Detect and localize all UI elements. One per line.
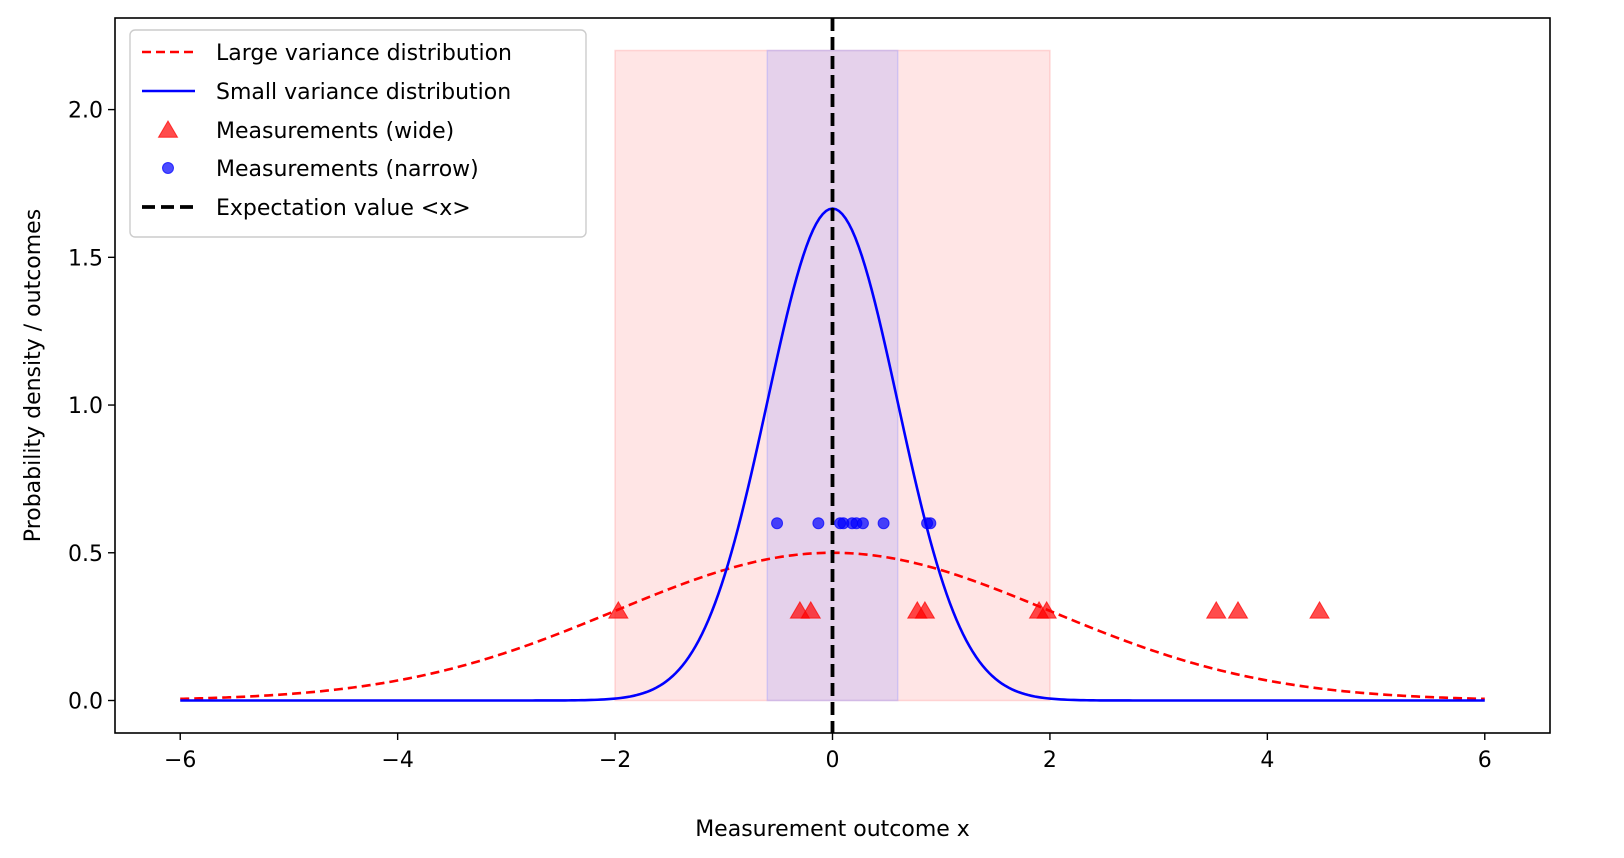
y-axis-label: Probability density / outcomes: [21, 209, 46, 542]
y-tick-label: 1.0: [68, 394, 103, 419]
wide-measurement-point: [914, 600, 936, 619]
y-tick-label: 0.0: [68, 690, 103, 715]
narrow-measurement-point: [771, 517, 784, 530]
wide-measurement-point: [1036, 600, 1058, 619]
legend-label: Expectation value <x>: [216, 196, 471, 221]
legend-box: [129, 29, 587, 238]
legend-swatch: [157, 120, 179, 138]
scatter-points: [607, 517, 1330, 619]
x-axis-ticks: −6 −4 −2 0 2 4 6: [164, 733, 1492, 773]
legend-entry: Measurements (narrow): [162, 157, 479, 182]
narrow-measurement-point: [812, 517, 825, 530]
legend-swatch: [162, 162, 174, 174]
narrow-measurement-point: [856, 517, 869, 530]
legend-label: Measurements (wide): [216, 119, 454, 144]
wide-measurement-point: [800, 600, 822, 619]
shaded-regions: [614, 49, 1051, 702]
legend-label: Large variance distribution: [216, 41, 512, 66]
y-tick-label: 0.5: [68, 542, 103, 567]
wide-measurement-point: [1227, 600, 1249, 619]
legend-entry: Measurements (wide): [157, 119, 454, 144]
wide-measurement-point: [1205, 600, 1227, 619]
wide-measurement-point: [1309, 600, 1330, 619]
narrow-measurement-point: [877, 517, 890, 530]
x-tick-label: −4: [381, 748, 413, 773]
legend-label: Measurements (narrow): [216, 157, 479, 182]
x-tick-label: 4: [1260, 748, 1274, 773]
wide-measurement-point: [607, 600, 629, 619]
legend-label: Small variance distribution: [216, 80, 511, 105]
x-tick-label: −2: [599, 748, 631, 773]
x-tick-label: 2: [1043, 748, 1057, 773]
shaded-region-2: [766, 49, 899, 702]
legend-entry: Expectation value <x>: [142, 196, 471, 221]
x-tick-label: 0: [826, 748, 840, 773]
narrow-measurement-point: [924, 517, 937, 530]
x-tick-label: 6: [1478, 748, 1492, 773]
x-tick-label: −6: [164, 748, 196, 773]
y-tick-label: 1.5: [68, 246, 103, 271]
legend-entry: Small variance distribution: [142, 80, 511, 105]
y-tick-label: 2.0: [68, 99, 103, 124]
legend: Large variance distribution Small varianc…: [129, 29, 587, 238]
y-axis-ticks: 0.0 0.5 1.0 1.5 2.0: [68, 99, 115, 715]
legend-entry: Large variance distribution: [142, 41, 512, 66]
x-axis-label: Measurement outcome x: [695, 817, 970, 842]
